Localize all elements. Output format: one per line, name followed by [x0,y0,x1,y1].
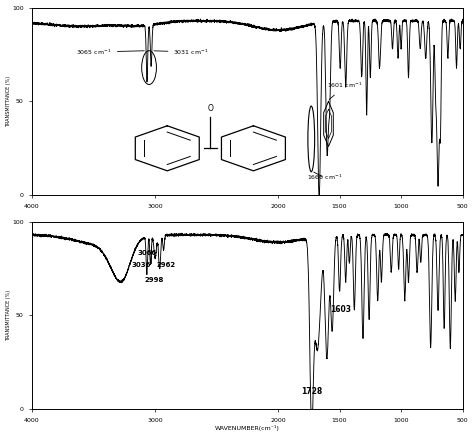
Text: 1666 cm$^{-1}$: 1666 cm$^{-1}$ [307,172,343,182]
Text: 3066: 3066 [137,250,156,257]
Text: O: O [208,104,213,113]
Y-axis label: TRANSMITTANCE (%): TRANSMITTANCE (%) [6,290,10,341]
Text: 1728: 1728 [301,387,322,396]
Text: 3065 cm$^{-1}$: 3065 cm$^{-1}$ [76,47,144,57]
Text: 1603: 1603 [330,305,351,314]
Y-axis label: TRANSMITTANCE (%): TRANSMITTANCE (%) [6,76,10,127]
Text: 2962: 2962 [156,262,175,268]
X-axis label: WAVENUMBER(cm⁻¹): WAVENUMBER(cm⁻¹) [215,426,280,431]
Text: 2998: 2998 [144,277,164,283]
Text: 3031 cm$^{-1}$: 3031 cm$^{-1}$ [154,47,209,57]
Text: 1601 cm$^{-1}$: 1601 cm$^{-1}$ [327,81,363,100]
Text: 3036: 3036 [131,262,151,268]
